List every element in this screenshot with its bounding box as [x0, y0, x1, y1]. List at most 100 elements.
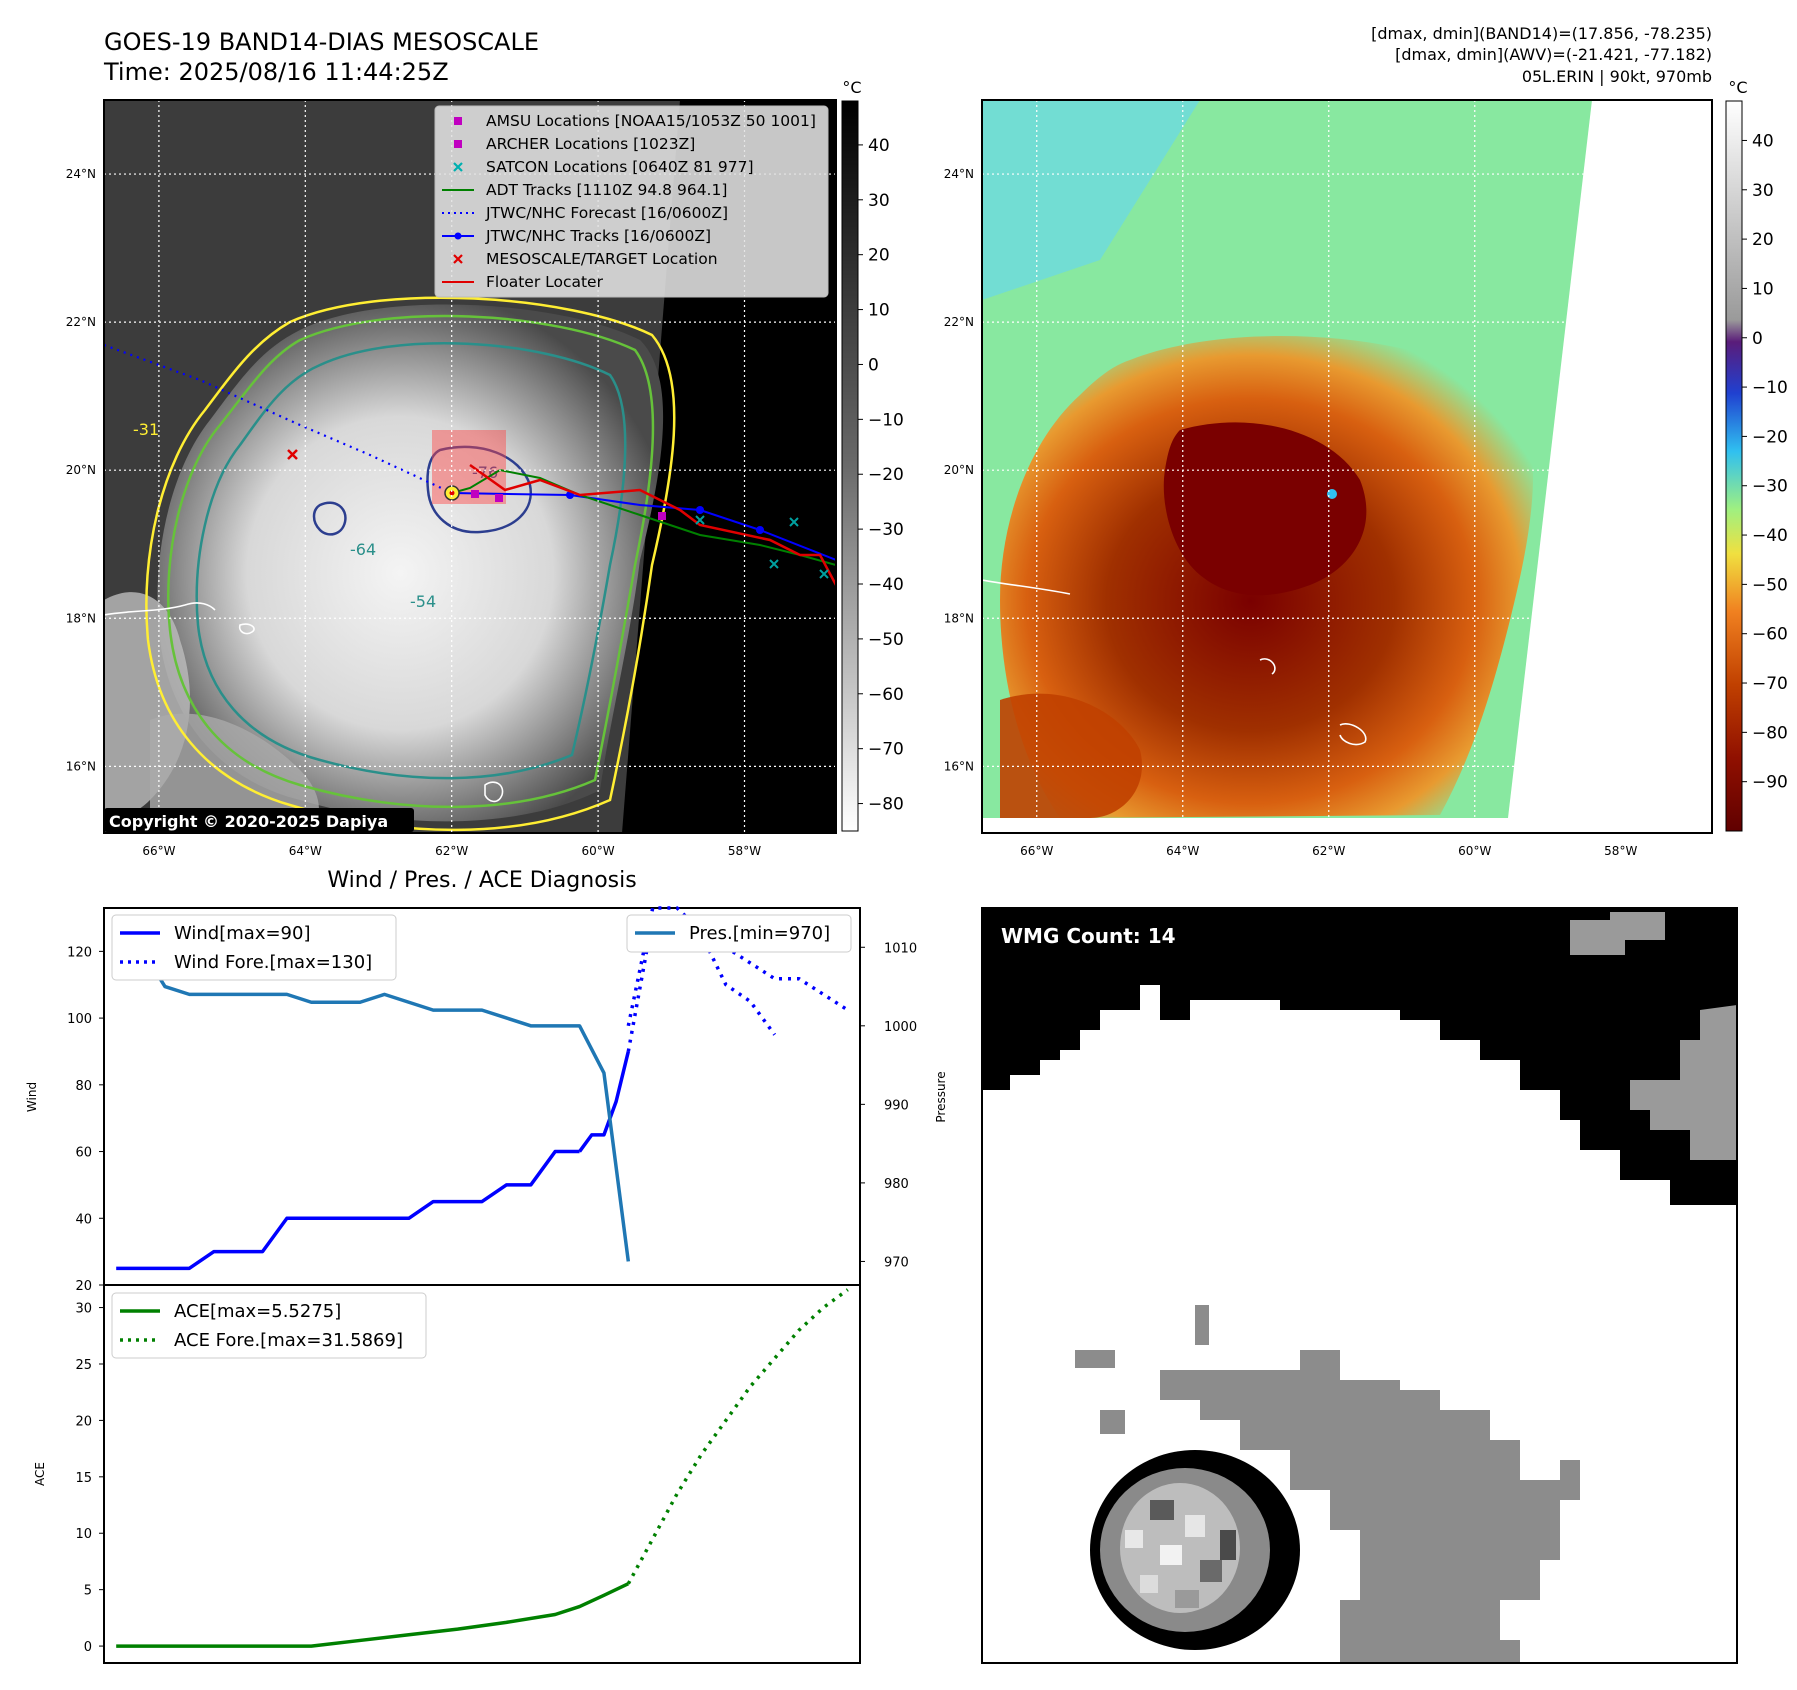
colorbar-tick-label: 10 [1752, 279, 1774, 299]
wind-series-line [116, 1149, 580, 1271]
right-map-lon-tick-label: 58°W [1604, 844, 1637, 858]
map-legend: AMSU Locations [NOAA15/1053Z 50 1001] ARC… [434, 105, 829, 298]
ace-fore-legend-label: ACE Fore.[max=31.5869] [174, 1330, 403, 1351]
figure-time: Time: 2025/08/16 11:44:25Z [103, 58, 449, 86]
jtwc-forecast-track [104, 343, 453, 494]
storm-center-dot [449, 490, 455, 496]
left-map-gridlines [104, 100, 836, 833]
coastline-guadeloupe [484, 781, 504, 803]
legend-marker-square [454, 140, 462, 148]
colorbar-tick-label: −20 [1752, 427, 1788, 447]
legend-label: AMSU Locations [NOAA15/1053Z 50 1001] [486, 112, 816, 130]
colorbar-tick-label: 0 [1752, 329, 1763, 349]
legend-label: JTWC/NHC Forecast [16/0600Z] [485, 204, 728, 222]
jtwc-track-dots [566, 491, 764, 534]
copyright-text: Copyright © 2020-2025 Dapiya [109, 812, 388, 831]
axis-tick-label: 60 [75, 1146, 92, 1161]
left-map-lon-tick-label: 58°W [728, 844, 761, 858]
ace-legend: ACE[max=5.5275] ACE Fore.[max=31.5869] [111, 1292, 427, 1359]
colorbar-tick-label: −30 [1752, 477, 1788, 497]
amsu-marker [658, 512, 666, 520]
colorbar-tick-label: −30 [868, 520, 904, 540]
diagnosis-title: Wind / Pres. / ACE Diagnosis [327, 868, 636, 893]
legend-label: ARCHER Locations [1023Z] [486, 135, 695, 153]
legend-marker-dot [454, 232, 462, 240]
legend-label: SATCON Locations [0640Z 81 977] [486, 158, 754, 176]
legend-marker-x [453, 254, 463, 264]
colorbar-tick-label: −20 [868, 465, 904, 485]
wind-legend: Wind[max=90] Wind Fore.[max=130] [111, 914, 397, 981]
left-map-lat-tick-label: 16°N [66, 759, 96, 773]
colorbar-tick-label: −80 [868, 795, 904, 815]
wind-axis-label: Wind [25, 1082, 39, 1112]
left-colorbar-gradient [841, 100, 859, 832]
info-storm: 05L.ERIN | 90kt, 970mb [1522, 67, 1712, 86]
wmg-panel: WMG Count: 14 [981, 907, 1738, 1664]
axis-tick-label: 100 [67, 1012, 92, 1027]
legend-marker-x [453, 162, 463, 172]
right-map-lon-tick-label: 62°W [1312, 844, 1345, 858]
right-map-lon-tick-label: 60°W [1458, 844, 1491, 858]
contour-label-76: -76 [472, 463, 498, 482]
ace-legend-label: ACE[max=5.5275] [174, 1301, 341, 1322]
axis-tick-label: 10 [75, 1527, 92, 1542]
ace-axis-ticks: 0 5 10 15 20 25 30 [75, 1302, 104, 1655]
left-map-lon-tick-label: 62°W [435, 844, 468, 858]
colorbar-tick-label: 40 [868, 136, 890, 156]
satcon-markers [695, 515, 829, 579]
legend-label: ADT Tracks [1110Z 94.8 964.1] [486, 181, 727, 199]
wmg-gray-fleck-3 [1195, 1305, 1209, 1345]
wmg-frame [981, 907, 1738, 1664]
ace-axis-label: ACE [33, 1462, 47, 1486]
pressure-axis-ticks: 970 980 990 1000 1010 [860, 941, 917, 1270]
wind-series-line-tail [578, 1051, 631, 1153]
left-map-lon-tick-label: 60°W [582, 844, 615, 858]
wind-fore-legend-label: Wind Fore.[max=130] [174, 952, 372, 973]
axis-tick-label: 0 [84, 1640, 92, 1655]
adt-track [451, 468, 836, 566]
axis-tick-label: 1000 [884, 1020, 917, 1035]
right-map-lat-tick-label: 18°N [944, 611, 974, 625]
coastline-puerto-rico [104, 602, 216, 616]
left-colorbar: °C 40 30 20 10 0 −10 −20 −30 −40 −50 −60 −70 −80 [841, 78, 904, 832]
contour-teal [195, 341, 627, 780]
left-colorbar-unit: °C [842, 78, 861, 97]
axis-tick-label: 30 [75, 1302, 92, 1317]
wind-legend-label: Wind[max=90] [174, 923, 311, 944]
contour-navy-west [312, 501, 347, 536]
colorbar-tick-label: −90 [1752, 773, 1788, 793]
left-map-lon-tick-label: 66°W [142, 844, 175, 858]
right-map-gridlines [982, 100, 1712, 833]
legend-label: MESOSCALE/TARGET Location [486, 250, 718, 268]
coastline-virgin-islands [238, 623, 255, 635]
legend-label: JTWC/NHC Tracks [16/0600Z] [485, 227, 711, 245]
pressure-series-group [139, 906, 849, 1262]
right-map-frame [981, 99, 1713, 834]
right-map-lat-tick-label: 16°N [944, 759, 974, 773]
wind-axis-ticks: 20 40 60 80 100 120 [67, 945, 104, 1294]
wmg-count-label: WMG Count: 14 [1001, 924, 1176, 948]
axis-tick-label: 990 [884, 1098, 909, 1113]
colorbar-tick-label: −80 [1752, 723, 1788, 743]
wmg-gray-fleck-1 [1075, 1350, 1115, 1368]
colorbar-tick-label: −70 [1752, 674, 1788, 694]
right-map-lat-tick-label: 20°N [944, 463, 974, 477]
contour-yellow [145, 296, 676, 832]
floater-locater-track [469, 463, 836, 586]
wmg-gray-island-chain [1160, 1350, 1580, 1663]
colorbar-tick-label: −60 [868, 685, 904, 705]
left-map-lon-tick-label: 64°W [289, 844, 322, 858]
pressure-legend-box [626, 914, 852, 953]
colorbar-tick-label: 0 [868, 355, 879, 375]
axis-tick-label: 80 [75, 1079, 92, 1094]
right-map-lon-tick-label: 64°W [1166, 844, 1199, 858]
axis-tick-label: 980 [884, 1177, 909, 1192]
legend-label: Floater Locater [486, 273, 604, 291]
colorbar-tick-label: −70 [868, 740, 904, 760]
storm-cloud-mass [157, 304, 664, 822]
info-band14: [dmax, dmin](BAND14)=(17.856, -78.235) [1371, 24, 1712, 43]
axis-tick-label: 20 [75, 1279, 92, 1294]
cloud-band-southwest [1000, 693, 1142, 818]
right-colorbar: °C 40 30 20 10 0 −10 −20 −30 −40 −50 −60 −70 −80 −90 [1725, 78, 1788, 832]
